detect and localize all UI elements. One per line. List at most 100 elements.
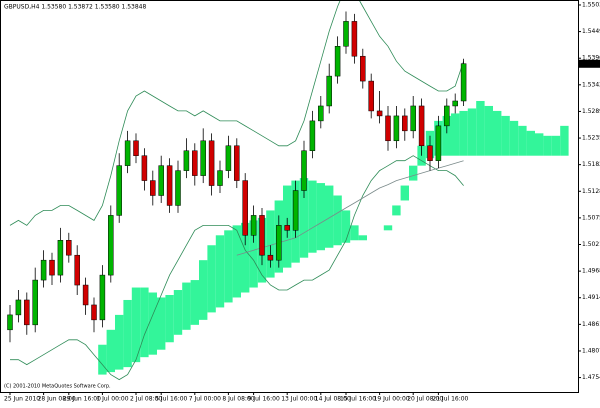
cloud-segment — [173, 290, 183, 335]
cloud-segment — [535, 133, 544, 156]
y-tick-label: 1.52890 — [582, 108, 600, 115]
cloud-segment — [358, 235, 367, 241]
cloud-segment — [224, 230, 233, 303]
cloud-segment — [106, 329, 115, 373]
candle-body — [192, 150, 198, 176]
candle-body — [301, 150, 307, 191]
candle-body — [250, 215, 257, 236]
candle-body — [318, 105, 324, 122]
candle-body — [444, 105, 450, 127]
candle-body — [225, 145, 232, 171]
candle-body — [343, 21, 349, 47]
cloud-segment — [299, 178, 309, 258]
x-tick-label: 29 Jun 16:00 — [63, 396, 101, 403]
x-tick-label: 9 Jul 16:00 — [248, 396, 280, 403]
candle-body — [74, 254, 80, 286]
cloud-segment — [115, 314, 124, 370]
candle-body — [124, 140, 131, 166]
candle-body — [208, 140, 215, 186]
cloud-segment — [417, 145, 426, 166]
candle-body — [435, 125, 442, 161]
candle-body — [427, 145, 433, 161]
y-tick-label: 1.51285 — [582, 188, 600, 195]
cloud-segment — [526, 130, 535, 156]
cloud-segment — [551, 135, 561, 156]
cloud-segment — [165, 294, 174, 343]
y-tick-label: 1.50215 — [582, 241, 600, 248]
candle-body — [141, 155, 148, 181]
candle-body — [99, 274, 106, 321]
x-tick-label: 1 Jul 00:00 — [96, 396, 128, 403]
cloud-segment — [409, 165, 418, 181]
indicator-line — [236, 160, 464, 256]
y-tick-label: 1.53425 — [582, 81, 600, 88]
cloud-segment — [266, 210, 275, 278]
x-tick-label: 20 Jul 08:00 — [407, 396, 443, 403]
cloud-segment — [560, 125, 569, 156]
cloud-segment — [467, 108, 477, 156]
cloud-segment — [241, 222, 250, 293]
candle-body — [183, 150, 190, 171]
candle-body — [267, 254, 274, 261]
candle-body — [452, 100, 458, 107]
candle-body — [292, 190, 299, 231]
candle-body — [334, 46, 341, 77]
cloud-segment — [98, 344, 107, 375]
candle-body — [82, 284, 89, 306]
cloud-segment — [157, 297, 166, 350]
cloud-segment — [308, 180, 317, 253]
candle-body — [402, 115, 408, 132]
x-tick-label: 21 Jul 16:00 — [432, 396, 468, 403]
candle-body — [200, 140, 206, 176]
x-tick-label: 19 Jul 00:00 — [374, 396, 410, 403]
candle-body — [393, 115, 400, 142]
y-tick-label: 1.54495 — [582, 28, 600, 35]
x-tick-label: 14 Jul 08:00 — [315, 396, 351, 403]
cloud-segment — [131, 287, 141, 363]
cloud-segment — [182, 282, 191, 330]
y-tick-label: 1.51820 — [582, 161, 600, 168]
cloud-segment — [493, 110, 502, 156]
x-tick-label: 7 Jul 00:00 — [189, 396, 221, 403]
candle-body — [150, 180, 156, 196]
candle-body — [418, 105, 425, 147]
candle-body — [376, 110, 383, 117]
candle-body — [234, 145, 240, 181]
cloud-segment — [341, 210, 351, 243]
candle-body — [40, 259, 47, 281]
x-tick-label: 2 Jul 08:00 — [130, 396, 162, 403]
candle-body — [133, 140, 139, 156]
candle-body — [49, 259, 55, 276]
y-tick-label: 1.50750 — [582, 214, 600, 221]
cloud-segment — [232, 225, 241, 298]
cloud-segment — [333, 195, 342, 246]
cloud-segment — [123, 299, 132, 368]
cloud-segment — [325, 185, 334, 248]
current-price-box — [578, 59, 600, 68]
candle-body — [242, 180, 248, 236]
cloud-segment — [392, 205, 401, 216]
candle-body — [166, 165, 173, 206]
cloud-segment — [350, 225, 359, 241]
y-tick-label: 1.47540 — [582, 374, 600, 381]
candle-body — [360, 55, 366, 82]
x-tick-label: 28 Jun 08:00 — [38, 396, 76, 403]
cloud-segment — [509, 120, 519, 156]
x-tick-label: 15 Jul 16:00 — [340, 396, 376, 403]
cloud-segment — [543, 135, 552, 156]
candle-body — [158, 165, 164, 196]
chart-title: GBPUSD,H4 1.53580 1.53872 1.53580 1.5384… — [4, 4, 146, 11]
x-tick-label: 13 Jul 00:00 — [281, 396, 317, 403]
y-tick-label: 1.53960 — [582, 55, 600, 62]
cloud-segment — [190, 280, 199, 325]
x-tick-label: 8 Jul 08:00 — [222, 396, 254, 403]
cloud-segment — [207, 245, 216, 313]
cloud-segment — [140, 287, 149, 358]
candle-body — [116, 165, 122, 216]
candle-body — [15, 299, 22, 316]
x-tick-label: 25 Jun 2010 — [4, 396, 40, 403]
candle-body — [385, 115, 391, 142]
cloud-segment — [249, 220, 258, 288]
